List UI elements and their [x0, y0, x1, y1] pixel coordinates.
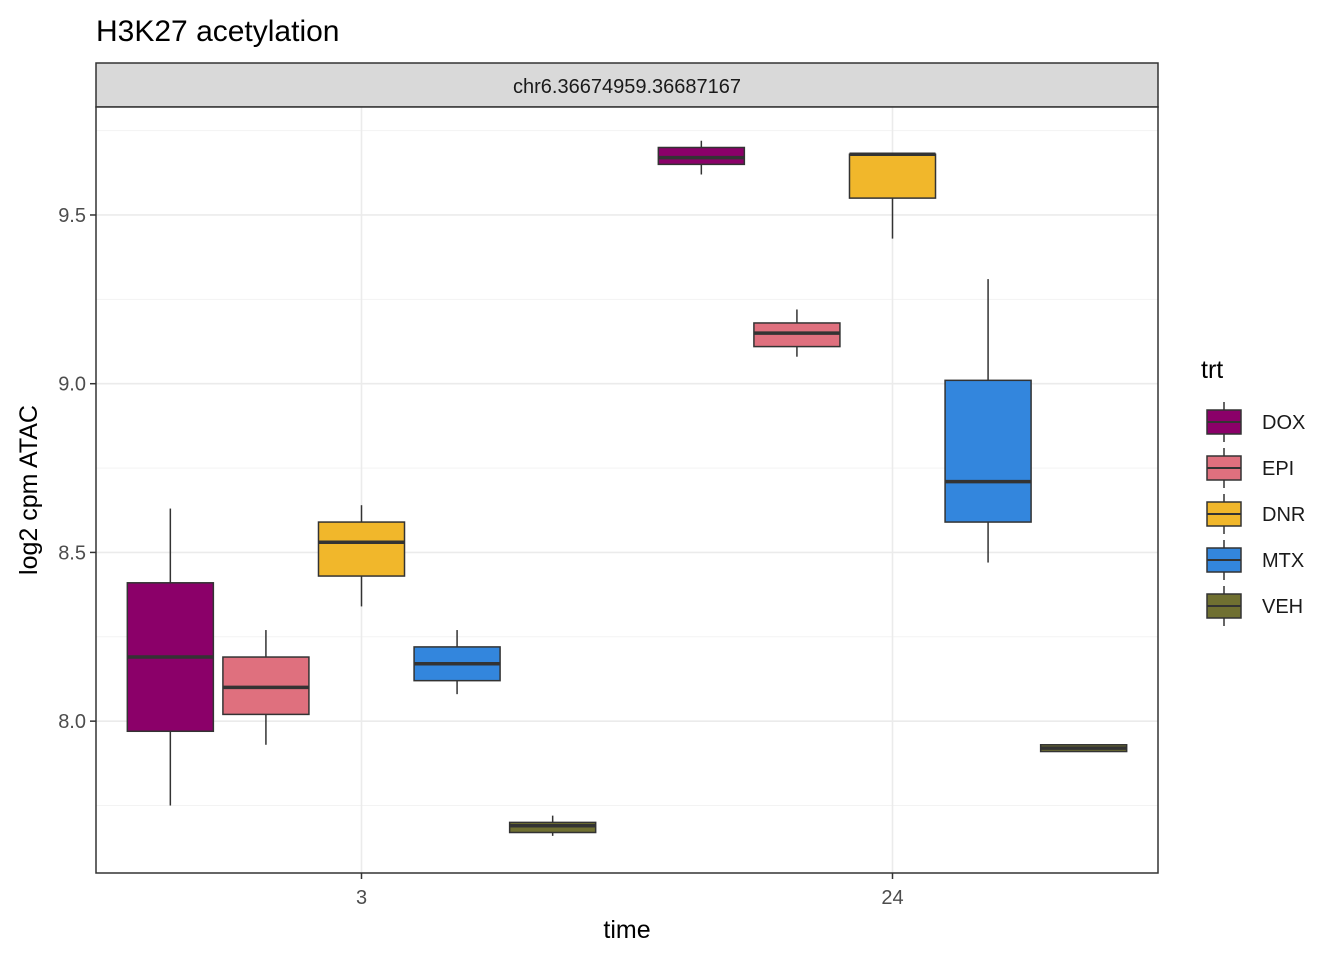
- legend-title: trt: [1201, 356, 1223, 384]
- box-mtx-3: [413, 630, 501, 695]
- x-axis-title: time: [603, 916, 650, 944]
- box-epi-3: [222, 630, 310, 745]
- legend-label: DNR: [1262, 504, 1305, 526]
- y-tick-label: 9.5: [58, 205, 86, 227]
- x-tick-label: 24: [881, 887, 903, 909]
- y-tick-label: 8.5: [58, 542, 86, 564]
- legend-item-dnr: DNR: [1206, 494, 1305, 534]
- box-body: [944, 379, 1032, 523]
- box-veh-24: [1039, 744, 1128, 753]
- legend-item-mtx: MTX: [1206, 540, 1304, 580]
- box-epi-24: [753, 309, 841, 357]
- legend-label: DOX: [1262, 412, 1305, 434]
- panel-border: [95, 106, 1159, 874]
- box-body: [317, 521, 406, 577]
- y-tick-label: 9.0: [58, 374, 86, 396]
- legend-item-veh: VEH: [1206, 586, 1303, 626]
- legend-label: EPI: [1262, 458, 1294, 480]
- x-axis: 3 24: [356, 873, 904, 909]
- x-tick-label: 3: [356, 887, 367, 909]
- box-dox-24: [657, 140, 746, 175]
- box-veh-3: [508, 815, 597, 836]
- legend-item-epi: EPI: [1206, 448, 1294, 488]
- facet-label: chr6.36674959.36687167: [513, 76, 741, 98]
- y-axis-title: log2 cpm ATAC: [15, 405, 43, 575]
- box-body: [848, 153, 937, 199]
- facet-strip: [95, 62, 1159, 108]
- y-axis: 8.0 8.5 9.0 9.5: [58, 205, 96, 733]
- box-dnr-24: [848, 152, 937, 239]
- boxplot-series: [126, 140, 1128, 836]
- box-mtx-24: [944, 279, 1032, 563]
- box-dox-3: [126, 508, 215, 806]
- chart-title: H3K27 acetylation: [96, 15, 340, 48]
- box-dnr-3: [317, 505, 406, 607]
- legend-label: MTX: [1262, 550, 1304, 572]
- legend: trt DOX EPI DNR MTX VEH: [1201, 356, 1305, 626]
- legend-label: VEH: [1262, 596, 1303, 618]
- legend-item-dox: DOX: [1206, 402, 1305, 442]
- y-tick-label: 8.0: [58, 711, 86, 733]
